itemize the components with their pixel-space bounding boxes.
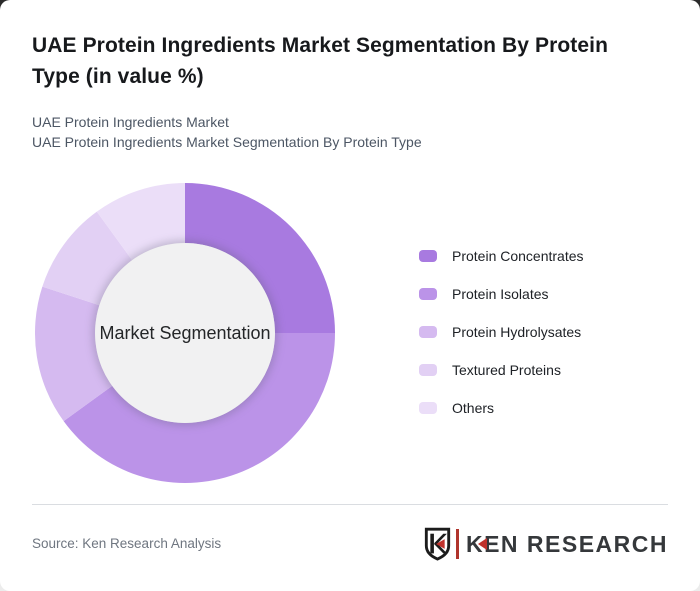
donut-chart: Market Segmentation [35,183,335,483]
legend-item-protein-hydrolysates[interactable]: Protein Hydrolysates [419,319,584,345]
chart-subtitle: UAE Protein Ingredients Market UAE Prote… [32,112,422,152]
legend-swatch [419,402,437,414]
legend-label: Others [452,400,495,416]
chart-legend: Protein Concentrates Protein Isolates Pr… [419,243,584,433]
legend-item-protein-concentrates[interactable]: Protein Concentrates [419,243,584,269]
legend-item-others[interactable]: Others [419,395,584,421]
subtitle-line-1: UAE Protein Ingredients Market [32,114,229,130]
footer-divider [32,504,668,505]
logo-shield-icon [425,527,451,561]
donut-inner-circle [95,243,275,423]
donut-slice-textured-proteins[interactable] [42,211,133,306]
legend-item-textured-proteins[interactable]: Textured Proteins [419,357,584,383]
logo-k-triangle-icon [477,538,487,550]
legend-item-protein-isolates[interactable]: Protein Isolates [419,281,584,307]
source-note: Source: Ken Research Analysis [32,536,222,551]
legend-swatch [419,288,437,300]
legend-label: Textured Proteins [452,362,561,378]
donut-slice-protein-isolates[interactable] [63,333,335,483]
legend-swatch [419,326,437,338]
subtitle-line-2: UAE Protein Ingredients Market Segmentat… [32,134,422,150]
legend-label: Protein Isolates [452,286,549,302]
legend-label: Protein Concentrates [452,248,584,264]
donut-slice-others[interactable] [96,183,185,261]
logo-wordmark: KEN RESEARCH [465,531,668,557]
legend-swatch [419,364,437,376]
donut-svg [35,183,335,483]
legend-label: Protein Hydrolysates [452,324,582,340]
chart-title: UAE Protein Ingredients Market Segmentat… [32,34,608,88]
ken-research-logo: KEN RESEARCH [424,527,668,561]
donut-slice-protein-concentrates[interactable] [185,183,335,333]
donut-slice-protein-hydrolysates[interactable] [35,286,113,422]
logo-divider-bar [456,529,459,559]
legend-swatch [419,250,437,262]
